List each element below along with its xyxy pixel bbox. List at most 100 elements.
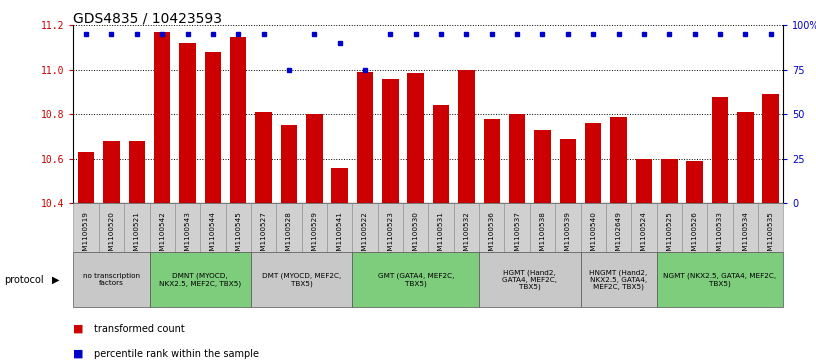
Bar (479, 203, 504, 252)
Text: NGMT (NKX2.5, GATA4, MEF2C,
TBX5): NGMT (NKX2.5, GATA4, MEF2C, TBX5) (663, 273, 777, 286)
Bar (277, 203, 302, 252)
Text: DMT (MYOCD, MEF2C,
TBX5): DMT (MYOCD, MEF2C, TBX5) (262, 273, 341, 286)
Bar (200, 203, 225, 252)
Bar (707, 203, 733, 252)
Text: GSM1102649: GSM1102649 (615, 211, 622, 260)
Text: GSM1100523: GSM1100523 (388, 211, 393, 260)
Bar (560, 139, 576, 203)
Bar (484, 119, 500, 203)
Text: GSM1100534: GSM1100534 (743, 211, 748, 260)
Bar (149, 252, 251, 307)
Bar (154, 32, 171, 203)
Bar (432, 106, 450, 203)
Text: GSM1100540: GSM1100540 (590, 211, 596, 260)
Text: GSM1100521: GSM1100521 (134, 211, 140, 260)
Bar (129, 141, 145, 203)
Bar (606, 203, 632, 252)
Bar (306, 114, 322, 203)
Bar (762, 94, 779, 203)
Text: HGMT (Hand2,
GATA4, MEF2C,
TBX5): HGMT (Hand2, GATA4, MEF2C, TBX5) (503, 269, 557, 290)
Text: HNGMT (Hand2,
NKX2.5, GATA4,
MEF2C, TBX5): HNGMT (Hand2, NKX2.5, GATA4, MEF2C, TBX5… (589, 269, 648, 290)
Bar (180, 43, 196, 203)
Bar (403, 203, 428, 252)
Bar (686, 161, 703, 203)
Text: GSM1100542: GSM1100542 (159, 211, 165, 260)
Text: GSM1100533: GSM1100533 (717, 211, 723, 260)
Text: GSM1100526: GSM1100526 (692, 211, 698, 260)
Text: GSM1100519: GSM1100519 (83, 211, 89, 260)
Bar (99, 203, 124, 252)
Bar (428, 203, 454, 252)
Bar (504, 203, 530, 252)
Bar (353, 203, 378, 252)
Bar (657, 252, 783, 307)
Bar (281, 126, 297, 203)
Bar (251, 252, 353, 307)
Text: ■: ■ (73, 349, 84, 359)
Text: GSM1100544: GSM1100544 (210, 211, 216, 260)
Bar (610, 117, 627, 203)
Text: no transcription
factors: no transcription factors (83, 273, 140, 286)
Text: GSM1100530: GSM1100530 (413, 211, 419, 260)
Bar (378, 203, 403, 252)
Bar (682, 203, 707, 252)
Text: GSM1100528: GSM1100528 (286, 211, 292, 260)
Bar (73, 203, 99, 252)
Text: transformed count: transformed count (94, 323, 184, 334)
Bar (509, 114, 526, 203)
Text: GSM1100520: GSM1100520 (109, 211, 114, 260)
Text: GSM1100536: GSM1100536 (489, 211, 494, 260)
Bar (255, 112, 272, 203)
Bar (104, 141, 120, 203)
Text: protocol: protocol (4, 274, 44, 285)
Text: DMNT (MYOCD,
NKX2.5, MEF2C, TBX5): DMNT (MYOCD, NKX2.5, MEF2C, TBX5) (159, 273, 242, 286)
Text: GSM1100524: GSM1100524 (641, 211, 647, 260)
Text: GSM1100541: GSM1100541 (337, 211, 343, 260)
Text: GSM1100522: GSM1100522 (362, 211, 368, 260)
Bar (585, 123, 601, 203)
Bar (357, 72, 373, 203)
Bar (251, 203, 277, 252)
Bar (407, 73, 424, 203)
Text: GSM1100525: GSM1100525 (667, 211, 672, 260)
Text: GSM1100539: GSM1100539 (565, 211, 571, 260)
Bar (555, 203, 580, 252)
Bar (175, 203, 200, 252)
Bar (225, 203, 251, 252)
Bar (454, 203, 479, 252)
Bar (124, 203, 149, 252)
Bar (479, 252, 580, 307)
Text: GSM1100537: GSM1100537 (514, 211, 520, 260)
Text: GSM1100529: GSM1100529 (312, 211, 317, 260)
Bar (459, 70, 475, 203)
Bar (712, 97, 728, 203)
Bar (149, 203, 175, 252)
Bar (632, 203, 657, 252)
Bar (733, 203, 758, 252)
Bar (78, 152, 95, 203)
Bar (230, 37, 246, 203)
Bar (636, 159, 652, 203)
Bar (331, 168, 348, 203)
Text: GDS4835 / 10423593: GDS4835 / 10423593 (73, 11, 223, 25)
Text: ■: ■ (73, 323, 84, 334)
Bar (580, 252, 657, 307)
Bar (580, 203, 605, 252)
Bar (382, 79, 398, 203)
Bar (205, 52, 221, 203)
Text: ▶: ▶ (52, 274, 60, 285)
Text: percentile rank within the sample: percentile rank within the sample (94, 349, 259, 359)
Text: GSM1100538: GSM1100538 (539, 211, 545, 260)
Bar (661, 159, 677, 203)
Bar (534, 130, 551, 203)
Text: GSM1100532: GSM1100532 (463, 211, 469, 260)
Bar (657, 203, 682, 252)
Text: GSM1100527: GSM1100527 (260, 211, 267, 260)
Text: GSM1100545: GSM1100545 (235, 211, 242, 260)
Bar (327, 203, 353, 252)
Text: GSM1100543: GSM1100543 (184, 211, 190, 260)
Bar (737, 112, 753, 203)
Bar (758, 203, 783, 252)
Bar (530, 203, 555, 252)
Bar (302, 203, 327, 252)
